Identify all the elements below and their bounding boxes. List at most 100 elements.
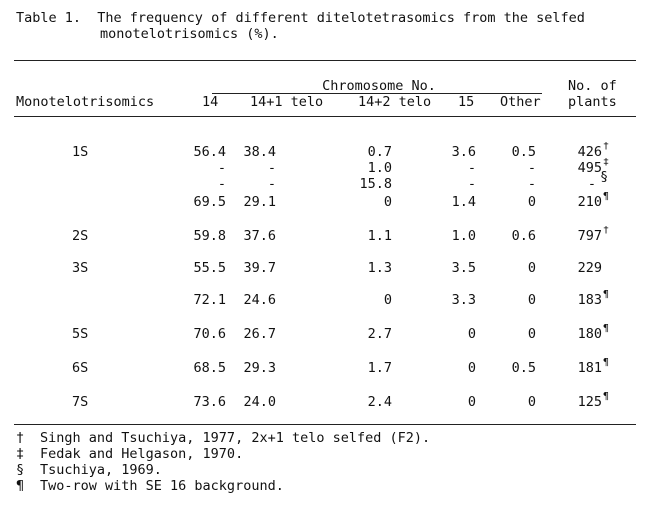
cell-14-plus-2-telo: 2.7 <box>367 326 392 342</box>
cell-14-plus-1-telo: 37.6 <box>243 228 276 244</box>
cell-other: 0.5 <box>511 144 536 160</box>
col-header-14-plus-1-telo: 14+1 telo <box>250 94 324 110</box>
footnote-mark: § <box>16 462 25 478</box>
top-rule <box>14 60 636 61</box>
row-label: 1S <box>72 144 89 160</box>
plants-header-line2: plants <box>568 94 617 110</box>
footnote-mark: † <box>603 225 610 236</box>
cell-14-plus-2-telo: 15.8 <box>359 176 392 192</box>
cell-15: 3.5 <box>451 260 476 276</box>
cell-14: 55.5 <box>193 260 226 276</box>
cell-15: 3.6 <box>451 144 476 160</box>
cell-14: - <box>217 160 226 176</box>
cell-plants: 495 <box>577 160 602 176</box>
cell-14-plus-2-telo: 1.0 <box>367 160 392 176</box>
cell-14: 68.5 <box>193 360 226 376</box>
cell-14: 70.6 <box>193 326 226 342</box>
cell-14-plus-1-telo: 29.1 <box>243 194 276 210</box>
cell-14-plus-2-telo: 0.7 <box>367 144 392 160</box>
row-label: 6S <box>72 360 89 376</box>
cell-15: 0 <box>467 326 476 342</box>
table-row: 1S 56.4 38.4 0.7 3.6 0.5 426 † <box>0 141 609 160</box>
cell-plants: - <box>587 176 596 192</box>
table-row: 6S 68.5 29.3 1.7 0 0.5 181 ¶ <box>0 357 609 376</box>
cell-14: 56.4 <box>193 144 226 160</box>
footnote-mark: ¶ <box>603 191 610 202</box>
table-caption-line1: Table 1. The frequency of different dite… <box>16 10 585 26</box>
cell-15: 1.4 <box>451 194 476 210</box>
cell-plants: 181 <box>577 360 602 376</box>
cell-14-plus-1-telo: 39.7 <box>243 260 276 276</box>
cell-plants: 180 <box>577 326 602 342</box>
cell-15: - <box>467 176 476 192</box>
row-label: 2S <box>72 228 89 244</box>
cell-14-plus-2-telo: 1.3 <box>367 260 392 276</box>
cell-14-plus-1-telo: 24.6 <box>243 292 276 308</box>
cell-14: 73.6 <box>193 394 226 410</box>
footnote-text: Two-row with SE 16 background. <box>40 478 284 494</box>
cell-14-plus-2-telo: 2.4 <box>367 394 392 410</box>
col-header-14-plus-2-telo: 14+2 telo <box>358 94 432 110</box>
cell-14: 72.1 <box>193 292 226 308</box>
group-underline <box>212 93 542 94</box>
cell-other: 0.5 <box>511 360 536 376</box>
header-rule <box>14 116 636 117</box>
cell-plants: 426 <box>577 144 602 160</box>
footnote-mark: § <box>600 169 609 185</box>
cell-15: 3.3 <box>451 292 476 308</box>
cell-15: - <box>467 160 476 176</box>
cell-other: - <box>527 160 536 176</box>
table-row: - - 1.0 - - 495 ‡ <box>0 157 609 176</box>
footnote-mark: ‡ <box>603 157 610 168</box>
footnote-mark: † <box>16 430 25 446</box>
cell-plants: 210 <box>577 194 602 210</box>
table-row: 69.5 29.1 0 1.4 0 210 ¶ <box>0 191 609 210</box>
cell-other: 0 <box>527 394 536 410</box>
cell-other: 0 <box>527 194 536 210</box>
cell-plants: 797 <box>577 228 602 244</box>
cell-14: 69.5 <box>193 194 226 210</box>
row-label: 5S <box>72 326 89 342</box>
footnote-mark: ‡ <box>16 446 25 462</box>
cell-plants: 183 <box>577 292 602 308</box>
cell-other: 0 <box>527 260 536 276</box>
row-label: 7S <box>72 394 89 410</box>
table-row: 7S 73.6 24.0 2.4 0 0 125 ¶ <box>0 391 609 410</box>
cell-other: - <box>527 176 536 192</box>
row-label: 3S <box>72 260 89 276</box>
cell-15: 0 <box>467 394 476 410</box>
footnote-mark: ¶ <box>603 323 610 334</box>
footnote-mark: ¶ <box>603 357 610 368</box>
cell-14-plus-1-telo: 26.7 <box>243 326 276 342</box>
cell-14: 59.8 <box>193 228 226 244</box>
plants-header-line1: No. of <box>568 78 617 94</box>
cell-14-plus-2-telo: 1.1 <box>367 228 392 244</box>
footnote-text: Tsuchiya, 1969. <box>40 462 162 478</box>
table-row: 5S 70.6 26.7 2.7 0 0 180 ¶ <box>0 323 609 342</box>
cell-15: 1.0 <box>451 228 476 244</box>
footnote-mark: ¶ <box>603 289 610 300</box>
bottom-rule <box>14 424 636 425</box>
col-header-15: 15 <box>458 94 475 110</box>
footnote-mark: ¶ <box>603 391 610 402</box>
cell-14-plus-2-telo: 1.7 <box>367 360 392 376</box>
cell-other: 0 <box>527 326 536 342</box>
footnote-text: Singh and Tsuchiya, 1977, 2x+1 telo self… <box>40 430 431 446</box>
cell-14-plus-1-telo: 24.0 <box>243 394 276 410</box>
cell-14-plus-1-telo: 38.4 <box>243 144 276 160</box>
cell-14-plus-1-telo: - <box>267 176 276 192</box>
cell-plants: 229 <box>577 260 602 276</box>
cell-other: 0 <box>527 292 536 308</box>
chromosome-group-header: Chromosome No. <box>322 78 436 94</box>
table-row: 72.1 24.6 0 3.3 0 183 ¶ <box>0 289 609 308</box>
table-row: 2S 59.8 37.6 1.1 1.0 0.6 797 † <box>0 225 609 244</box>
row-label-header: Monotelotrisomics <box>16 94 155 110</box>
cell-14-plus-2-telo: 0 <box>383 194 392 210</box>
footnote-mark: † <box>603 141 610 152</box>
footnote-text: Fedak and Helgason, 1970. <box>40 446 244 462</box>
cell-14-plus-1-telo: 29.3 <box>243 360 276 376</box>
table-caption-line2: monotelotrisomics (%). <box>100 26 279 42</box>
cell-14: - <box>217 176 226 192</box>
cell-14-plus-1-telo: - <box>267 160 276 176</box>
